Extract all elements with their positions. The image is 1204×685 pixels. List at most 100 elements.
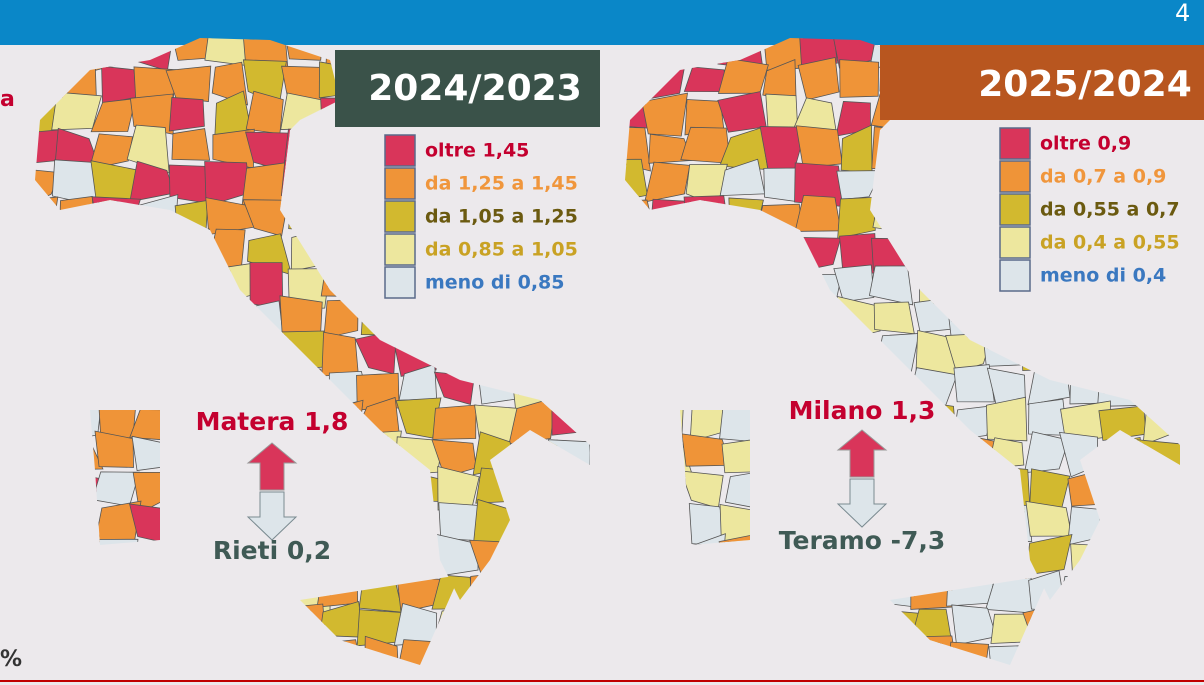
- province: [915, 433, 949, 477]
- province: [432, 300, 474, 340]
- province: [433, 643, 483, 676]
- province: [435, 606, 480, 643]
- province: [948, 642, 989, 679]
- province: [611, 433, 655, 472]
- province: [603, 62, 652, 101]
- province: [684, 367, 728, 407]
- province: [869, 469, 914, 506]
- province: [914, 298, 952, 332]
- province: [590, 299, 629, 335]
- province: [16, 512, 59, 544]
- province: [242, 603, 288, 645]
- province: [93, 300, 131, 336]
- province: [246, 301, 283, 341]
- province: [1178, 537, 1204, 575]
- province: [440, 669, 476, 685]
- province: [554, 605, 593, 648]
- province: [834, 265, 874, 302]
- province: [877, 433, 916, 475]
- province: [986, 577, 1035, 613]
- province: [593, 134, 629, 169]
- legend-swatch: [1000, 260, 1030, 291]
- province: [758, 330, 804, 377]
- province: [607, 159, 648, 203]
- province: [130, 504, 179, 543]
- province: [14, 398, 55, 442]
- province: [138, 270, 176, 301]
- lowest-label: Rieti 0,2: [213, 536, 331, 565]
- province: [908, 672, 953, 685]
- province: [21, 606, 63, 646]
- province: [1026, 534, 1072, 574]
- province: [279, 671, 321, 685]
- province: [690, 642, 729, 680]
- province: [57, 674, 96, 685]
- down-arrow: [838, 479, 886, 527]
- province: [209, 431, 255, 475]
- province: [1139, 365, 1184, 407]
- province: [208, 263, 251, 305]
- province: [914, 230, 953, 269]
- province: [1136, 467, 1186, 508]
- province: [128, 674, 177, 685]
- legend: oltre 0,9da 0,7 a 0,9da 0,55 a 0,7da 0,4…: [1000, 128, 1180, 291]
- province: [357, 542, 407, 580]
- province: [18, 372, 57, 405]
- province: [684, 331, 726, 365]
- province: [552, 642, 593, 678]
- province: [586, 364, 624, 409]
- province: [172, 539, 216, 570]
- province: [608, 508, 655, 545]
- up-arrow: [248, 443, 296, 490]
- legend-swatch: [385, 201, 415, 232]
- province: [54, 295, 98, 342]
- province: [433, 405, 476, 439]
- page-number: 4: [1175, 0, 1190, 27]
- province: [290, 604, 326, 639]
- province: [955, 270, 989, 301]
- province: [20, 197, 58, 238]
- province: [1176, 397, 1204, 431]
- province: [90, 269, 140, 302]
- province: [166, 228, 211, 273]
- province: [52, 642, 99, 682]
- legend-swatch: [385, 234, 415, 265]
- province: [101, 640, 137, 679]
- legend-label: da 0,7 a 0,9: [1040, 166, 1166, 188]
- province: [211, 646, 251, 682]
- province: [135, 228, 171, 272]
- province: [650, 199, 691, 236]
- province: [1178, 230, 1204, 273]
- province: [1068, 507, 1101, 545]
- province: [205, 603, 254, 645]
- province: [131, 544, 176, 570]
- legend-swatch: [385, 267, 415, 298]
- province: [327, 438, 360, 476]
- province: [511, 641, 553, 676]
- province: [1180, 339, 1204, 374]
- province: [1145, 509, 1184, 546]
- province: [757, 299, 802, 334]
- province: [1144, 669, 1181, 685]
- province: [1175, 465, 1204, 513]
- province: [591, 201, 635, 235]
- province: [723, 331, 768, 371]
- province: [172, 129, 210, 161]
- province: [324, 199, 367, 239]
- province: [130, 364, 178, 400]
- province: [283, 363, 326, 410]
- province: [165, 469, 216, 511]
- province: [949, 201, 990, 236]
- province: [1062, 335, 1108, 375]
- province: [613, 577, 654, 611]
- province: [872, 127, 916, 171]
- province: [1178, 262, 1204, 305]
- province: [281, 161, 325, 206]
- province: [802, 603, 834, 647]
- province: [642, 93, 688, 136]
- province: [171, 502, 211, 541]
- lowest-label: Teramo -7,3: [779, 526, 945, 555]
- map-title: 2024/2023: [368, 68, 582, 109]
- province: [952, 605, 997, 645]
- province: [836, 671, 879, 685]
